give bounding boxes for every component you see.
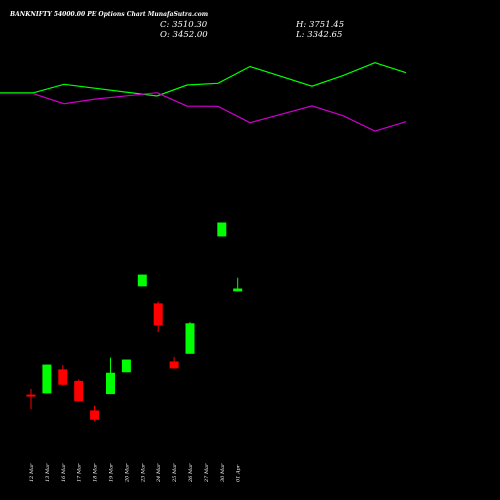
low-label: L: 3342.65 bbox=[295, 30, 342, 40]
candle-body bbox=[106, 372, 115, 395]
x-tick-label: 13 Mar bbox=[45, 463, 51, 482]
x-tick-label: 17 Mar bbox=[77, 463, 83, 482]
candle-body bbox=[169, 361, 179, 369]
x-tick-label: 19 Mar bbox=[109, 463, 115, 482]
candle-body bbox=[26, 394, 36, 397]
x-tick-label: 01 Apr bbox=[236, 464, 242, 482]
candle-body bbox=[121, 359, 131, 373]
x-tick-label: 24 Mar bbox=[156, 463, 162, 483]
x-tick-label: 16 Mar bbox=[61, 463, 67, 482]
candles bbox=[26, 222, 243, 422]
x-tick-label: 18 Mar bbox=[93, 463, 99, 482]
candle-body bbox=[217, 222, 227, 237]
x-axis-ticks: 12 Mar 13 Mar 16 Mar 17 Mar 18 Mar 19 Mar 20 M… bbox=[29, 463, 242, 483]
candle-body bbox=[58, 369, 68, 385]
indicator-lines bbox=[0, 62, 407, 132]
x-tick-label: 12 Mar bbox=[29, 463, 35, 482]
x-tick-label: 20 Mar bbox=[124, 463, 130, 483]
indicator-line-1 bbox=[0, 62, 407, 97]
candle-body bbox=[233, 288, 243, 292]
open-label: O: 3452.00 bbox=[160, 30, 208, 40]
candle-body bbox=[74, 380, 84, 402]
candle-body bbox=[185, 323, 195, 354]
candle-body bbox=[153, 303, 163, 326]
x-tick-label: 23 Mar bbox=[140, 463, 146, 483]
x-tick-label: 26 Mar bbox=[188, 463, 194, 483]
close-label: C: 3510.30 bbox=[160, 20, 208, 30]
candle-body bbox=[137, 274, 147, 287]
candle-body bbox=[42, 364, 52, 394]
candle-body bbox=[90, 410, 100, 420]
x-tick-label: 27 Mar bbox=[204, 463, 210, 483]
x-tick-label: 30 Mar bbox=[220, 463, 226, 482]
chart-title: BANKNIFTY 54000.00 PE Options Chart Muna… bbox=[9, 11, 208, 18]
indicator-line-2 bbox=[0, 92, 407, 132]
x-tick-label: 25 Mar bbox=[172, 463, 178, 483]
high-label: H: 3751.45 bbox=[295, 20, 344, 30]
